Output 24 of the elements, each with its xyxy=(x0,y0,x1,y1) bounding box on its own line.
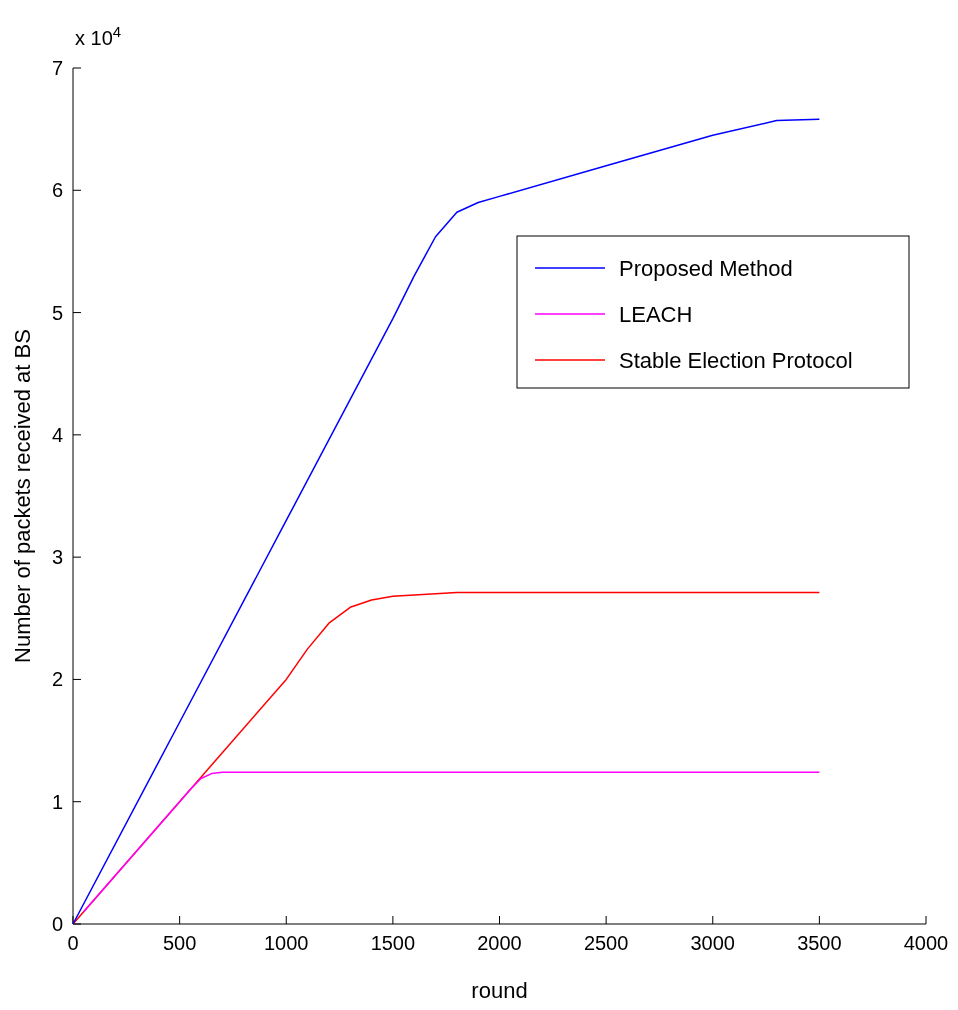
y-tick-label: 5 xyxy=(51,301,63,324)
y-axis-title: Number of packets received at BS xyxy=(10,329,35,663)
y-tick-label: 2 xyxy=(51,668,63,691)
x-tick-label: 3500 xyxy=(797,932,842,954)
legend-label: Stable Election Protocol xyxy=(619,348,853,373)
x-tick-label: 2500 xyxy=(583,932,629,954)
y-tick-label: 1 xyxy=(51,790,63,813)
x-tick-label: 0 xyxy=(67,932,79,954)
x-tick-label: 2000 xyxy=(477,932,522,954)
y-tick-label: 6 xyxy=(51,179,63,202)
x-tick-label: 1500 xyxy=(370,932,416,954)
y-tick-label: 7 xyxy=(51,57,63,79)
x-tick-label: 4000 xyxy=(903,932,949,954)
x-tick-label: 1000 xyxy=(264,932,309,954)
legend-label: LEACH xyxy=(619,302,693,327)
line-series xyxy=(82,771,821,913)
legend-label: Proposed Method xyxy=(619,256,793,281)
x-tick-label: 3000 xyxy=(690,932,735,954)
text: x 10$^{4}$ xyxy=(75,22,122,49)
y-tick-label: 0 xyxy=(51,913,63,935)
y-tick-label: 4 xyxy=(51,423,63,446)
y-tick-label: 3 xyxy=(51,546,63,569)
x-tick-label: 500 xyxy=(162,932,197,954)
x-axis-title: round xyxy=(471,978,528,1003)
